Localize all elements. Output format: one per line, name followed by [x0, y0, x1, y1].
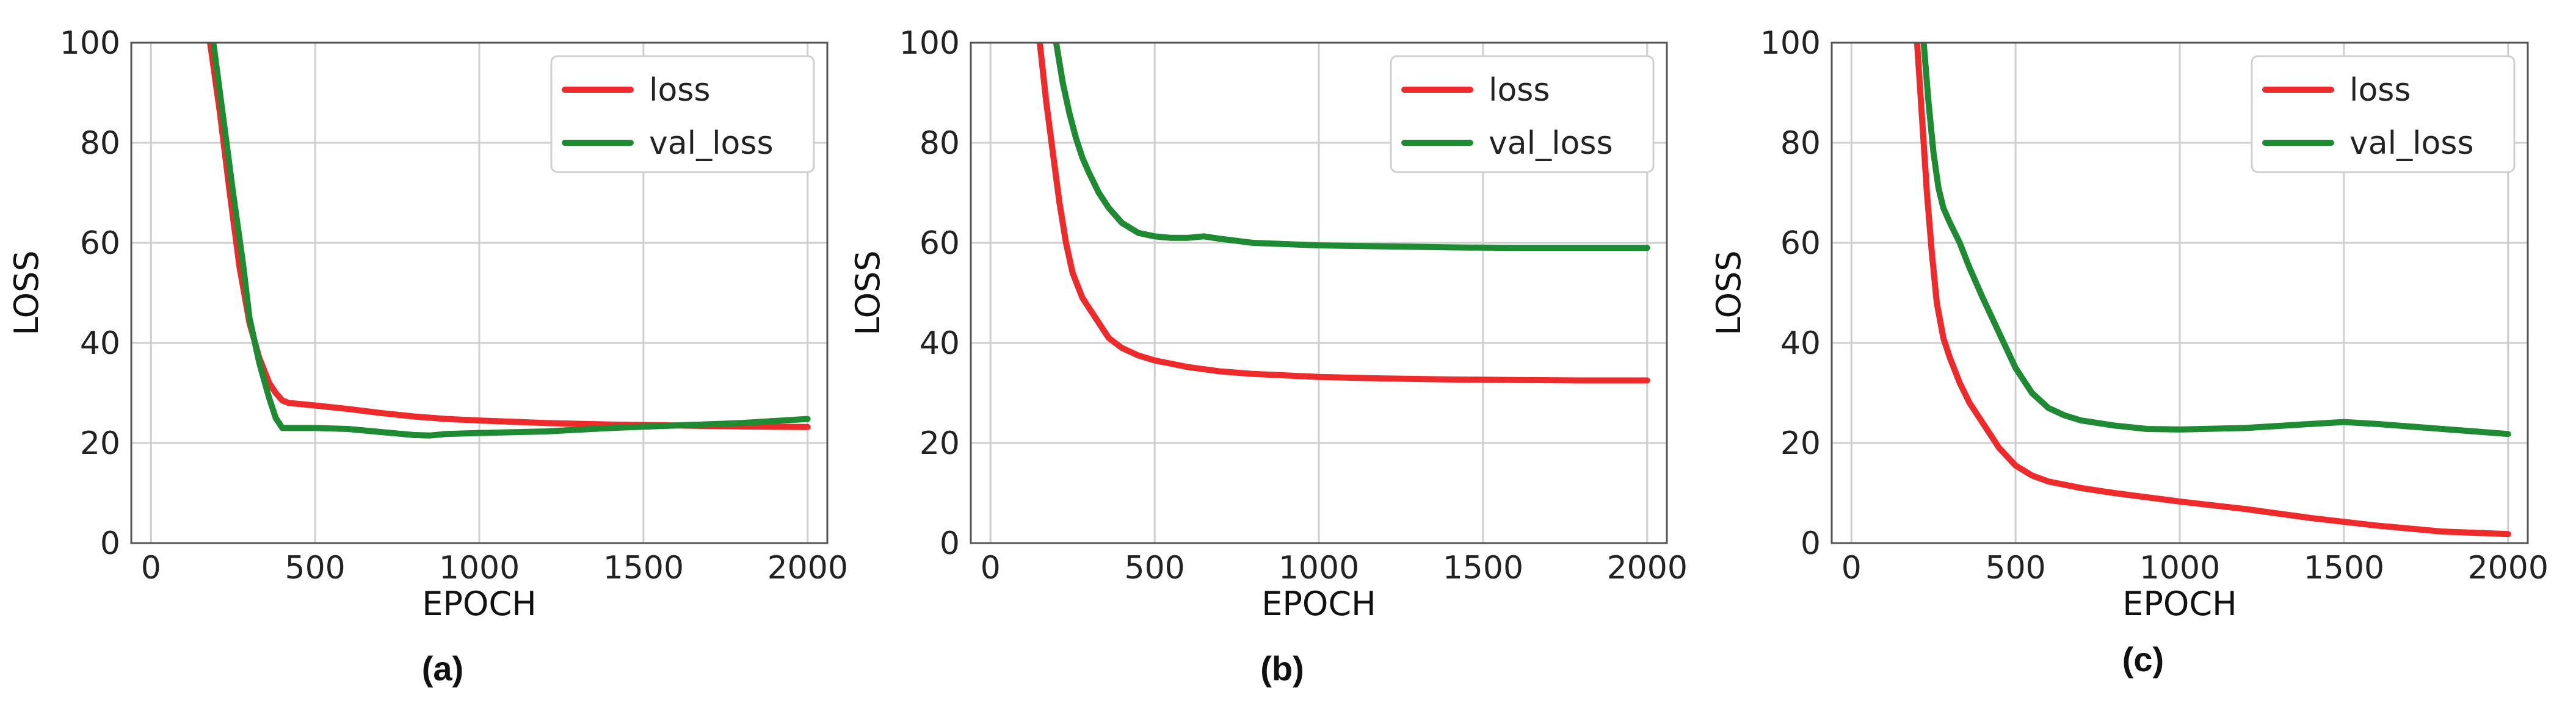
- x-tick-label: 2000: [767, 550, 848, 586]
- x-tick-label: 1000: [2139, 550, 2220, 586]
- y-tick-label: 20: [920, 425, 960, 462]
- x-tick-label: 1000: [439, 550, 520, 586]
- plot-frame: [1830, 41, 2529, 544]
- panel-caption: (a): [422, 649, 463, 688]
- legend-label-loss: loss: [649, 72, 710, 109]
- y-tick-label: 0: [100, 525, 120, 562]
- x-axis-title: EPOCH: [1261, 585, 1376, 623]
- y-tick-label: 40: [80, 325, 120, 362]
- y-tick-label: 20: [80, 425, 120, 462]
- x-tick-label: 0: [141, 550, 161, 586]
- x-tick-label: 1000: [1279, 550, 1359, 586]
- chart-panel-3: 0 500 1000 1500 2000 0 20 40 60 80 100 EPOCH LOSS los…: [1710, 25, 2549, 679]
- y-tick-label: 100: [899, 25, 960, 62]
- y-tick-label: 0: [1801, 525, 1821, 562]
- y-tick-label: 20: [1780, 425, 1821, 462]
- y-tick-label: 40: [920, 325, 960, 362]
- legend: loss val_loss: [2251, 55, 2516, 173]
- y-tick-label: 80: [80, 125, 120, 162]
- x-tick-label: 500: [285, 550, 345, 586]
- x-tick-label: 500: [1985, 550, 2045, 586]
- y-tick-label: 60: [80, 225, 120, 262]
- series-line-loss: [1036, 43, 1650, 384]
- x-tick-label: 2000: [2468, 550, 2549, 586]
- y-tick-label: 0: [940, 525, 960, 562]
- y-tick-label: 80: [1780, 125, 1821, 162]
- x-axis-title: EPOCH: [2122, 585, 2237, 623]
- legend: loss val_loss: [550, 55, 815, 173]
- x-tick-label: 2000: [1607, 550, 1688, 586]
- legend-label-loss: loss: [2349, 72, 2411, 109]
- x-tick-label: 0: [1841, 550, 1862, 586]
- x-tick-label: 1500: [2304, 550, 2384, 586]
- chart-panel-2: 0 500 1000 1500 2000 0 20 40 60 80 100 EPOCH LOSS los…: [849, 25, 1688, 688]
- legend-label-val-loss: val_loss: [2349, 125, 2474, 162]
- y-axis-title: LOSS: [849, 250, 887, 335]
- x-tick-label: 1500: [1443, 550, 1523, 586]
- legend: loss val_loss: [1390, 55, 1655, 173]
- legend-label-val-loss: val_loss: [649, 125, 774, 162]
- x-tick-label: 1500: [603, 550, 684, 586]
- chart-panel-1: 0 500 1000 1500 2000 0 20 40 60 80 100 EPOCH LOSS los…: [7, 25, 848, 688]
- panel-caption: (c): [2122, 640, 2164, 679]
- y-tick-label: 100: [1760, 25, 1821, 62]
- plot-frame: [130, 41, 829, 544]
- legend-label-loss: loss: [1489, 72, 1550, 109]
- series-line-val-loss: [210, 43, 811, 439]
- plot-frame: [970, 41, 1668, 544]
- x-tick-label: 0: [981, 550, 1001, 586]
- series-line-loss: [1914, 43, 2511, 538]
- x-axis-title: EPOCH: [422, 585, 537, 623]
- y-tick-label: 60: [920, 225, 960, 262]
- y-tick-label: 80: [920, 125, 960, 162]
- panel-caption: (b): [1260, 649, 1304, 688]
- y-tick-label: 40: [1780, 325, 1821, 362]
- y-axis-title: LOSS: [1710, 250, 1748, 335]
- series-line-val-loss: [1920, 43, 2511, 438]
- x-tick-label: 500: [1124, 550, 1185, 586]
- legend-label-val-loss: val_loss: [1489, 125, 1613, 162]
- y-tick-label: 60: [1780, 225, 1821, 262]
- y-axis-title: LOSS: [7, 250, 46, 335]
- series-line-val-loss: [1053, 43, 1650, 251]
- y-tick-label: 100: [60, 25, 120, 62]
